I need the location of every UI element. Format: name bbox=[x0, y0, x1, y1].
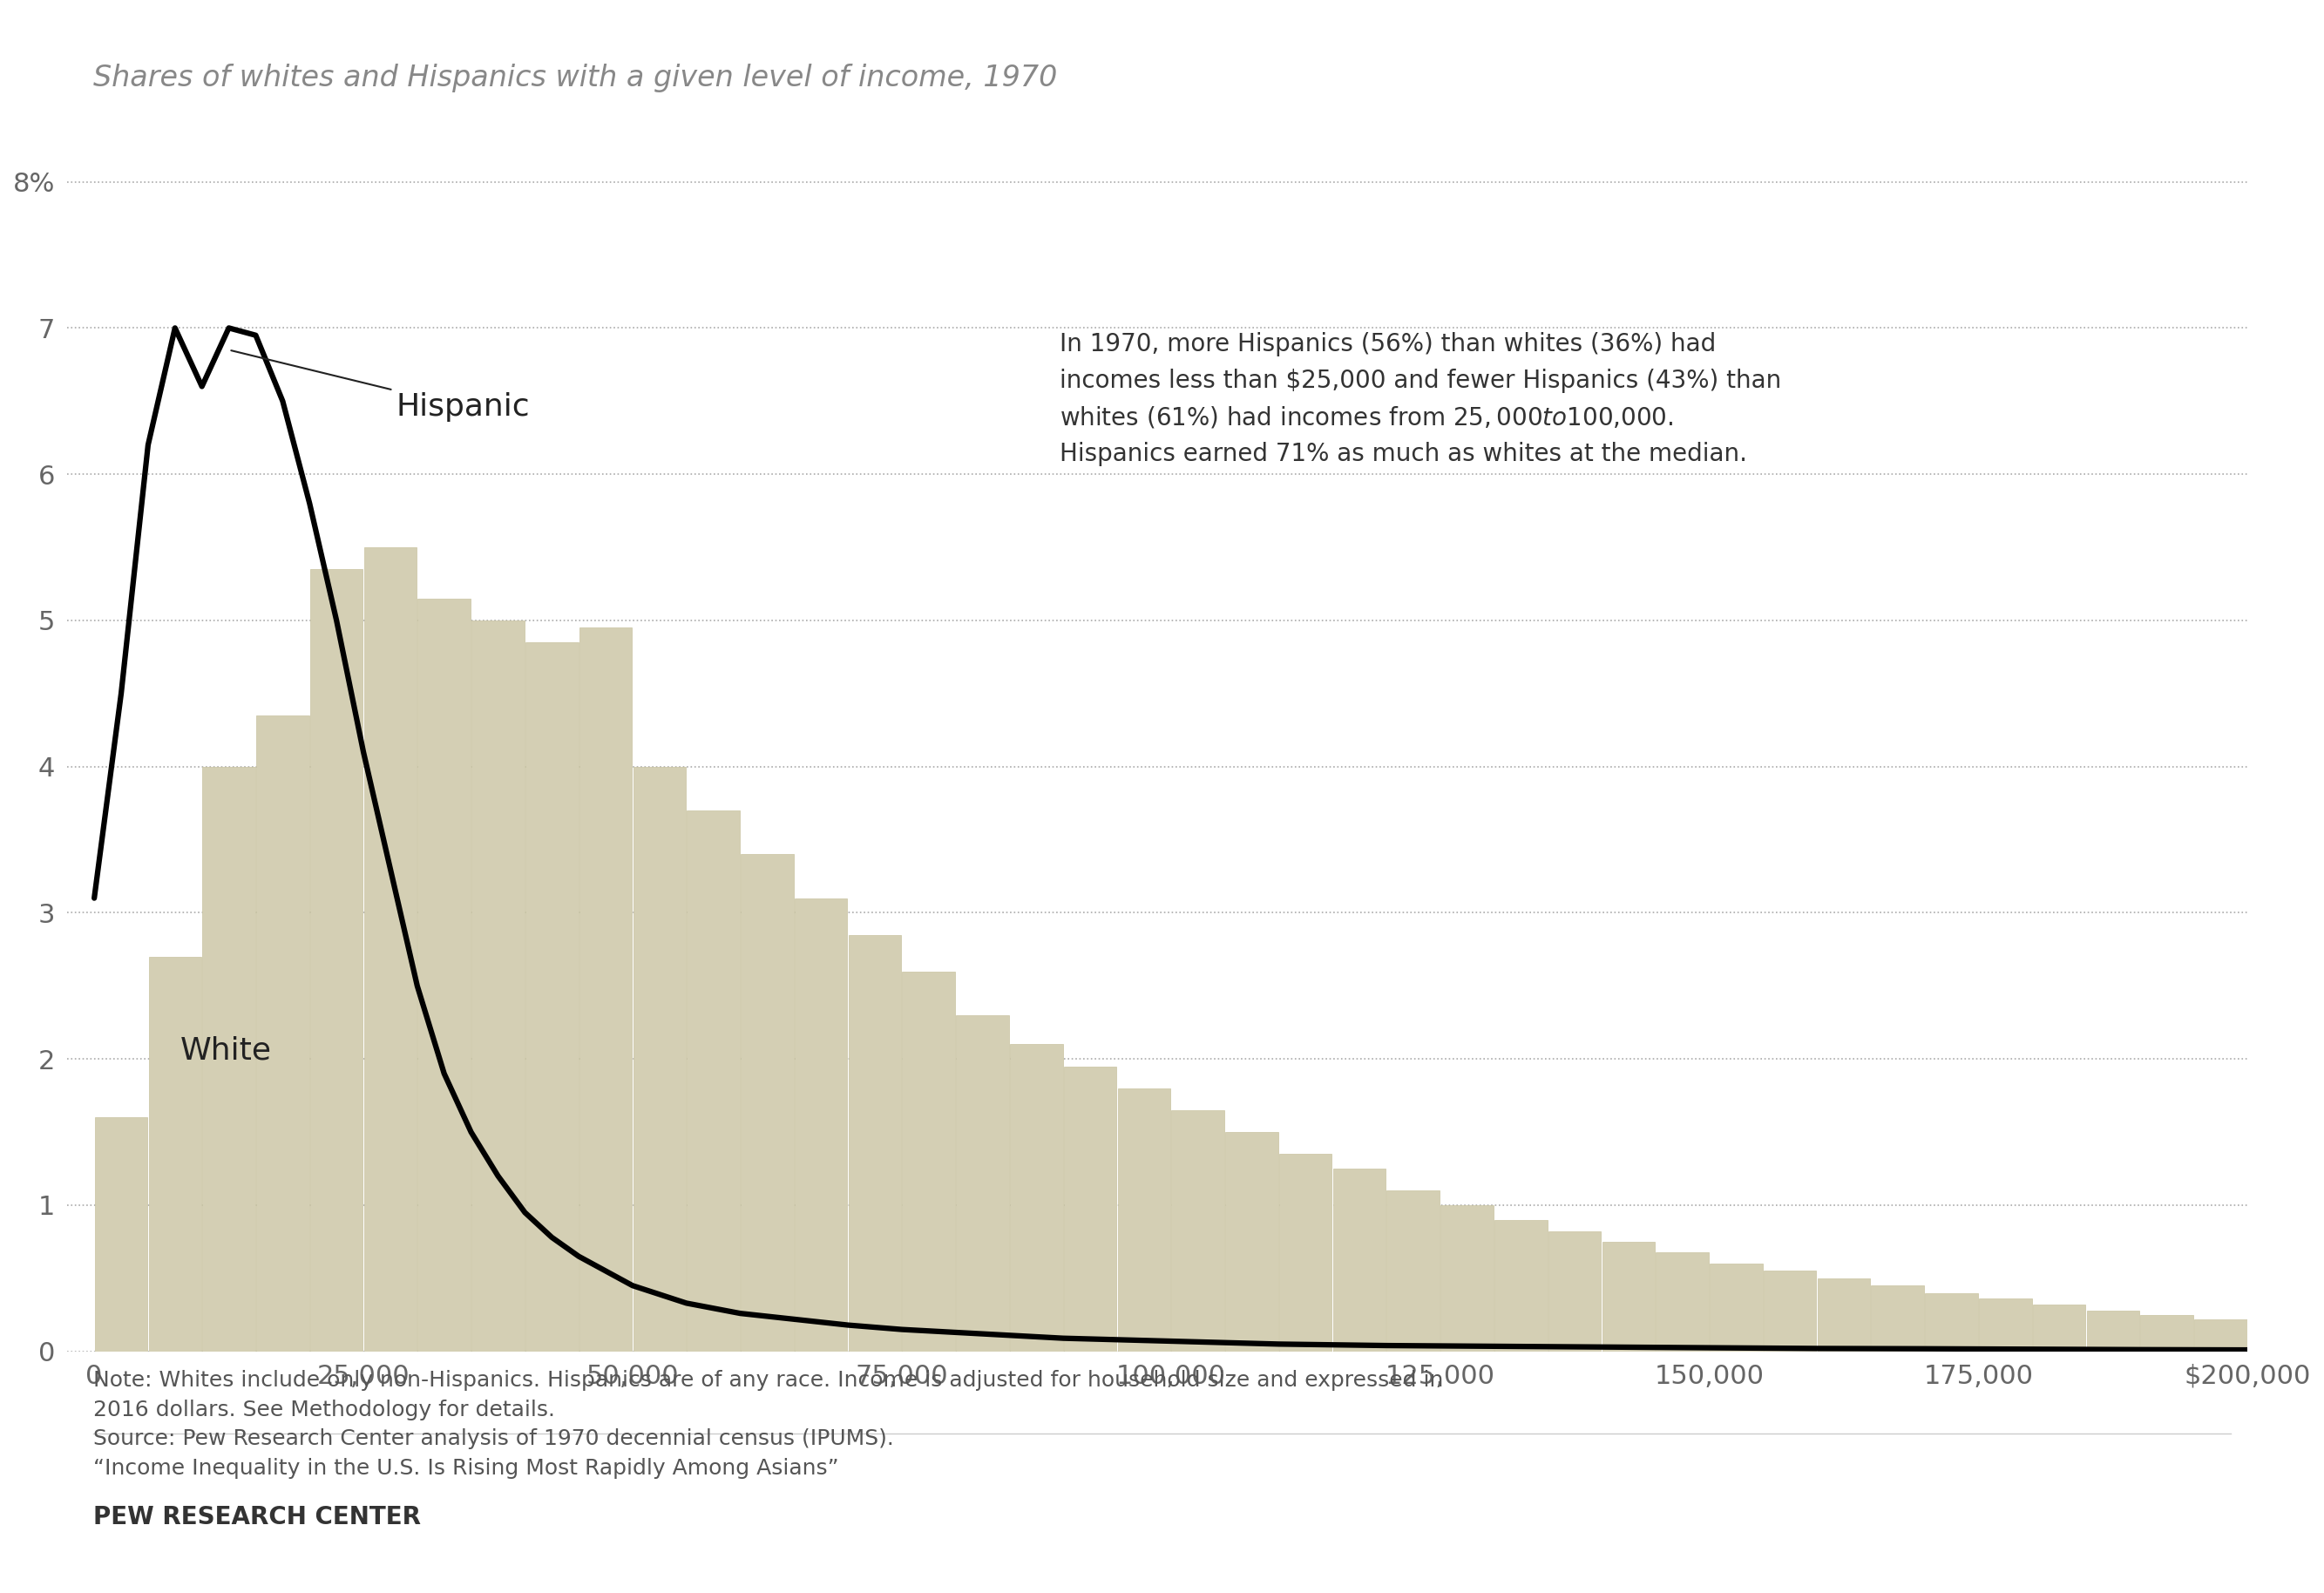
Text: White: White bbox=[181, 1035, 272, 1066]
Bar bbox=[688, 811, 739, 1351]
Bar bbox=[1387, 1190, 1439, 1351]
Bar bbox=[1494, 1220, 1548, 1351]
Bar bbox=[1225, 1133, 1278, 1351]
Bar bbox=[955, 1015, 1009, 1351]
Bar bbox=[2194, 1319, 2247, 1351]
Bar bbox=[2140, 1314, 2194, 1351]
Bar bbox=[2034, 1305, 2085, 1351]
Bar bbox=[1924, 1294, 1978, 1351]
Text: Note: Whites include only non-Hispanics. Hispanics are of any race. Income is ad: Note: Whites include only non-Hispanics.… bbox=[93, 1370, 1443, 1478]
Bar bbox=[309, 569, 363, 1351]
Bar bbox=[2087, 1311, 2140, 1351]
Bar bbox=[1334, 1169, 1385, 1351]
Bar bbox=[579, 628, 632, 1351]
Bar bbox=[95, 1117, 146, 1351]
Bar bbox=[202, 766, 256, 1351]
Bar bbox=[365, 548, 416, 1351]
Bar bbox=[1817, 1278, 1871, 1351]
Bar bbox=[1118, 1088, 1171, 1351]
Bar bbox=[1064, 1066, 1116, 1351]
Bar bbox=[1548, 1231, 1601, 1351]
Bar bbox=[902, 972, 955, 1351]
Bar bbox=[848, 935, 902, 1351]
Bar bbox=[1011, 1045, 1062, 1351]
Bar bbox=[1871, 1286, 1924, 1351]
Bar bbox=[418, 599, 469, 1351]
Bar bbox=[1601, 1241, 1655, 1351]
Bar bbox=[1657, 1252, 1708, 1351]
Bar bbox=[795, 898, 848, 1351]
Text: Shares of whites and Hispanics with a given level of income, 1970: Shares of whites and Hispanics with a gi… bbox=[93, 64, 1057, 92]
Text: PEW RESEARCH CENTER: PEW RESEARCH CENTER bbox=[93, 1505, 421, 1529]
Text: Hispanic: Hispanic bbox=[230, 350, 530, 422]
Bar bbox=[632, 766, 686, 1351]
Bar bbox=[149, 957, 202, 1351]
Bar bbox=[1278, 1153, 1332, 1351]
Bar bbox=[472, 620, 525, 1351]
Bar bbox=[1171, 1110, 1225, 1351]
Bar bbox=[1710, 1263, 1762, 1351]
Bar bbox=[525, 642, 579, 1351]
Text: In 1970, more Hispanics (56%) than whites (36%) had
incomes less than $25,000 an: In 1970, more Hispanics (56%) than white… bbox=[1060, 333, 1780, 465]
Bar bbox=[256, 715, 309, 1351]
Bar bbox=[1980, 1298, 2031, 1351]
Bar bbox=[1441, 1206, 1494, 1351]
Bar bbox=[1764, 1271, 1817, 1351]
Bar bbox=[741, 854, 792, 1351]
